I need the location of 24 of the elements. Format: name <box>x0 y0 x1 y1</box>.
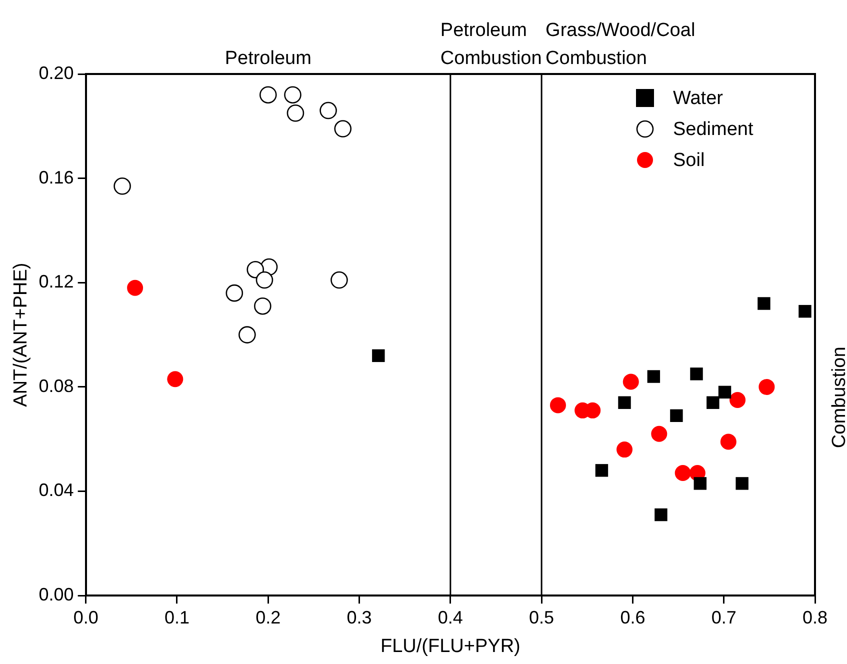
x-tick-label: 0.3 <box>346 607 372 628</box>
y-tick-label: 0.12 <box>38 272 74 292</box>
text: Combustion <box>829 346 847 448</box>
legend-label: Soil <box>673 150 705 172</box>
x-tick-label: 0.8 <box>802 607 828 628</box>
legend-label: Sediment <box>673 119 754 140</box>
x-tick-label: 0.5 <box>529 607 554 628</box>
y-tick-label: 0.08 <box>38 376 74 396</box>
legend-label: Water <box>673 88 724 110</box>
x-tick-label: 0.7 <box>711 607 736 628</box>
text: Petroleum Combustion <box>440 20 542 69</box>
text: Grass/Wood/Coal Combustion <box>546 20 696 69</box>
text: Petroleum <box>224 48 312 69</box>
y-tick-label: 0.00 <box>38 584 74 605</box>
y-tick-label: 0.16 <box>38 167 74 188</box>
y-tick-label: 0.04 <box>38 480 74 500</box>
y-axis-title: ANT/(ANT+PHE) <box>10 262 32 407</box>
x-tick-label: 0.1 <box>164 607 190 628</box>
x-tick-label: 0.6 <box>620 607 646 628</box>
y-tick-label: 0.20 <box>38 62 74 83</box>
x-axis-title: FLU/(FLU+PYR) <box>380 636 520 657</box>
x-tick-label: 0.4 <box>438 607 463 628</box>
x-tick-label: 0.0 <box>73 607 98 628</box>
x-tick-label: 0.2 <box>256 607 281 628</box>
